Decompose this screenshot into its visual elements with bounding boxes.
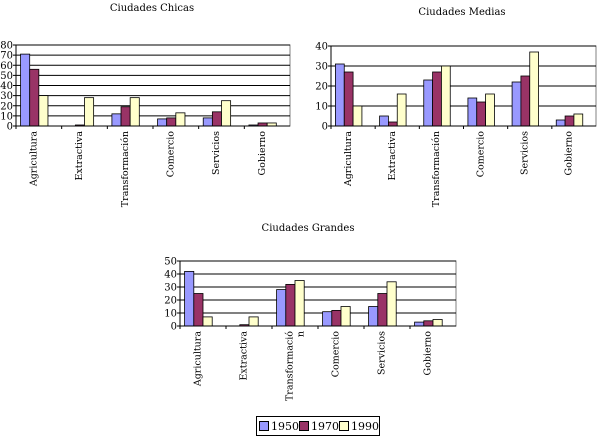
legend-swatch-1970 <box>299 421 309 431</box>
bar-transformacio-n-1990[interactable] <box>294 280 305 327</box>
x-tick-label-comercio: Comercio <box>166 131 177 178</box>
bar-gobierno-1970[interactable] <box>423 320 434 327</box>
x-tick-label-extractiva: Extractiva <box>239 331 250 381</box>
y-tick-label: 0 <box>7 122 13 133</box>
bar-gobierno-1990[interactable] <box>432 319 443 327</box>
y-tick-label: 50 <box>164 257 177 268</box>
y-tick-label: 40 <box>315 42 328 53</box>
chart-title: Ciudades Medias <box>418 7 505 18</box>
bar-comercio-1950[interactable] <box>322 311 333 327</box>
y-tick-label: 20 <box>164 296 177 307</box>
y-tick-label: 10 <box>164 309 177 320</box>
x-tick-label-gobierno: Gobierno <box>257 131 268 176</box>
x-tick-label-gobierno: Gobierno <box>423 331 434 376</box>
bar-servicios-1950[interactable] <box>368 306 379 327</box>
legend-item-1950: 1950 <box>259 420 299 433</box>
y-tick-label: 20 <box>315 82 328 93</box>
legend-item-1990: 1990 <box>339 420 379 433</box>
x-tick-label-transformacion: Transformación <box>120 131 131 207</box>
x-tick-label-comercio: Comercio <box>475 131 486 178</box>
x-tick-label-transformacio-n: Transformació <box>285 331 296 401</box>
legend-swatch-1950 <box>259 421 269 431</box>
bar-comercio-1970[interactable] <box>331 309 342 327</box>
bar-comercio-1990[interactable] <box>340 306 351 327</box>
y-tick-label: 0 <box>171 322 177 333</box>
y-tick-label: 30 <box>0 91 13 102</box>
bar-servicios-1990[interactable] <box>386 281 397 327</box>
bar-agricultura-1990[interactable] <box>202 316 213 327</box>
y-tick-label: 20 <box>0 101 13 112</box>
y-tick-label: 10 <box>315 102 328 113</box>
chart-title: Ciudades Chicas <box>110 3 194 14</box>
x-tick-label-extractiva: Extractiva <box>74 131 85 181</box>
y-tick-label: 70 <box>0 51 13 62</box>
legend-label-1990: 1990 <box>351 419 379 433</box>
bar-agricultura-1950[interactable] <box>184 270 195 327</box>
legend-swatch-1990 <box>339 421 349 431</box>
bar-transformacio-n-1950[interactable] <box>276 289 287 327</box>
x-tick-label-servicios: Servicios <box>211 131 222 175</box>
y-tick-label: 30 <box>315 62 328 73</box>
y-tick-label: 40 <box>0 81 13 92</box>
bar-gobierno-1950[interactable] <box>414 321 425 327</box>
legend-label-1970: 1970 <box>311 419 339 433</box>
x-tick-label-transformacio-n: n <box>296 331 307 337</box>
bar-servicios-1970[interactable] <box>377 293 388 327</box>
plot-area <box>179 260 457 327</box>
bar-extractiva-1990[interactable] <box>248 316 259 327</box>
y-tick-label: 0 <box>322 122 328 133</box>
bar-agricultura-1970[interactable] <box>193 293 204 327</box>
chart-title: Ciudades Grandes <box>262 223 355 234</box>
x-tick-label-gobierno: Gobierno <box>564 131 575 176</box>
legend-item-1970: 1970 <box>299 420 339 433</box>
y-tick-label: 50 <box>0 71 13 82</box>
x-tick-label-agricultura: Agricultura <box>193 331 204 387</box>
y-tick-label: 40 <box>164 270 177 281</box>
x-tick-label-comercio: Comercio <box>331 331 342 378</box>
chart-legend[interactable]: 1950 1970 1990 <box>256 416 380 436</box>
x-tick-label-servicios: Servicios <box>520 131 531 175</box>
y-tick-label: 80 <box>0 41 13 52</box>
x-tick-label-transformacion: Transformación <box>431 131 442 207</box>
x-tick-label-agricultura: Agricultura <box>29 131 40 187</box>
y-tick-label: 60 <box>0 61 13 72</box>
y-tick-label: 30 <box>164 283 177 294</box>
y-tick-label: 10 <box>0 111 13 122</box>
x-tick-label-servicios: Servicios <box>377 331 388 375</box>
bar-transformacio-n-1970[interactable] <box>285 283 296 327</box>
legend-label-1950: 1950 <box>271 419 299 433</box>
x-tick-label-extractiva: Extractiva <box>387 131 398 181</box>
x-tick-label-agricultura: Agricultura <box>343 131 354 187</box>
